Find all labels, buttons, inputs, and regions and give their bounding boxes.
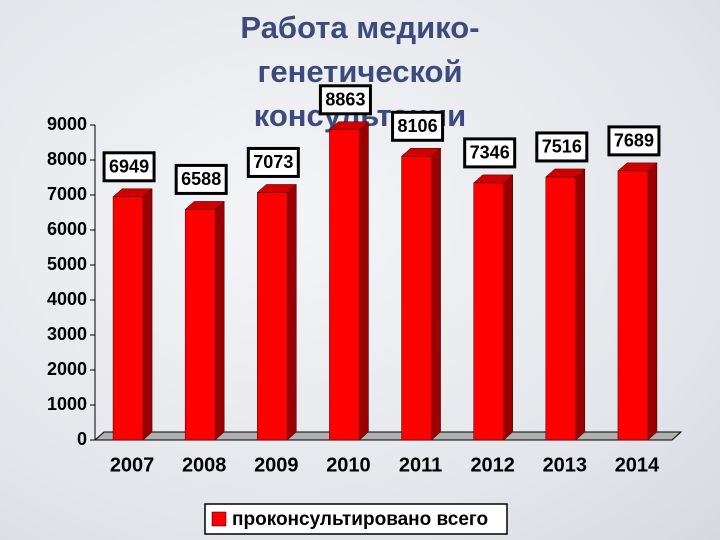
bar [112, 196, 144, 441]
value-label-box [102, 151, 156, 183]
bar-side [359, 121, 369, 441]
bar-side [214, 200, 225, 441]
y-tick-label: 4000 [47, 289, 87, 309]
x-tick-label: 2008 [182, 454, 227, 476]
legend-swatch [211, 511, 227, 527]
bar-side [647, 162, 658, 441]
bar-side [287, 183, 297, 441]
bar-side [142, 188, 153, 441]
bar-side [503, 174, 513, 441]
x-tick-label: 2010 [326, 454, 371, 476]
value-label-box [391, 110, 445, 142]
value-label-box [174, 163, 228, 195]
legend-box [204, 503, 508, 535]
y-tick-label: 1000 [47, 394, 87, 414]
bar [401, 156, 432, 441]
y-tick-label: 2000 [47, 359, 87, 379]
y-tick-label: 6000 [47, 219, 87, 239]
value-label: 8106 [398, 116, 438, 136]
bar [184, 209, 216, 441]
legend-label: проконсультировано всего [232, 509, 488, 530]
value-label: 7516 [542, 137, 582, 157]
value-label-box [607, 125, 661, 157]
bar [257, 192, 288, 441]
value-label: 6588 [181, 169, 221, 189]
x-tick-label: 2007 [110, 454, 155, 476]
x-tick-label: 2012 [470, 454, 515, 476]
value-label-box [246, 146, 300, 178]
value-label: 7346 [470, 143, 510, 163]
x-tick-label: 2011 [399, 454, 442, 476]
bar-side [575, 168, 586, 441]
value-label-box [535, 131, 589, 163]
x-tick-label: 2009 [254, 454, 299, 476]
y-tick-label: 0 [77, 429, 87, 449]
y-tick-label: 7000 [47, 184, 87, 204]
bar [329, 129, 360, 441]
y-tick-label: 8000 [47, 149, 87, 169]
x-tick-label: 2014 [615, 454, 660, 476]
value-label: 7073 [253, 152, 293, 172]
y-tick-label: 3000 [47, 324, 87, 344]
x-tick-label: 2013 [543, 454, 588, 476]
value-label-box [318, 84, 372, 116]
bar [617, 170, 649, 441]
value-label: 8863 [325, 90, 365, 110]
value-label-box [463, 137, 517, 169]
bar-side [431, 147, 441, 441]
value-label: 6949 [109, 157, 149, 177]
y-tick-label: 5000 [47, 254, 87, 274]
y-tick-label: 9000 [47, 114, 87, 134]
value-label: 7689 [614, 131, 654, 151]
floor [93, 431, 683, 441]
bar [473, 182, 504, 441]
bar [545, 176, 577, 441]
